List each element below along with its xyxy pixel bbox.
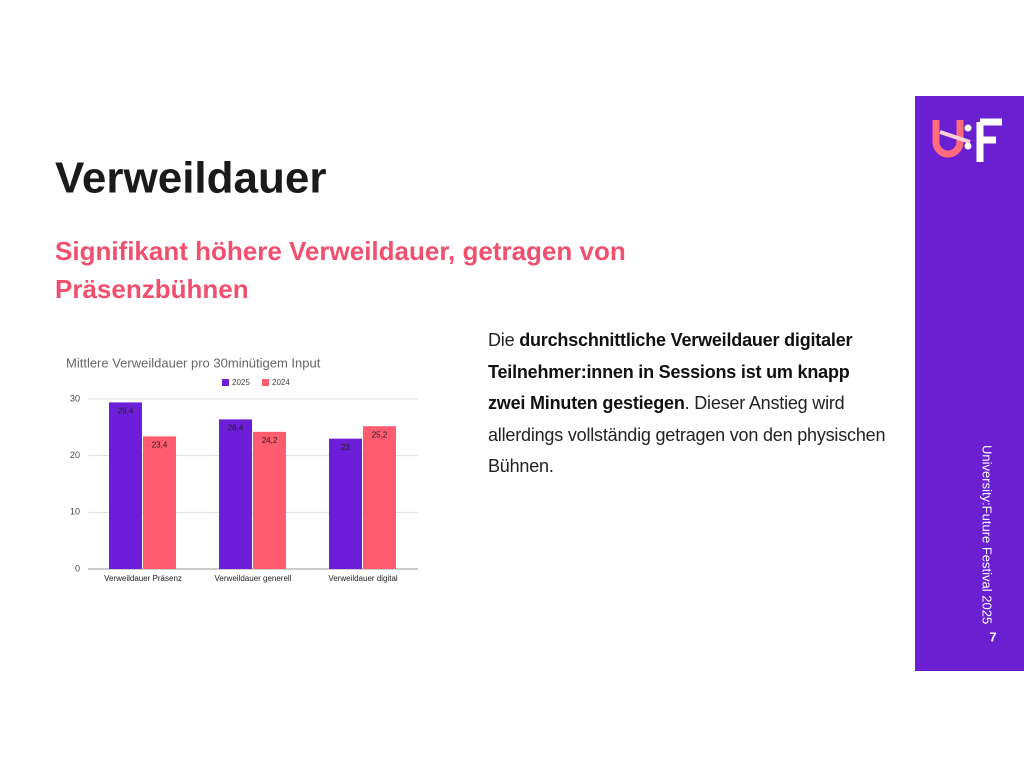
bar bbox=[219, 419, 252, 569]
slide-title: Verweildauer bbox=[55, 154, 326, 203]
bar bbox=[109, 402, 142, 569]
value-label: 23 bbox=[341, 443, 350, 452]
sidebar bbox=[915, 96, 1024, 671]
chart: 0 10 20 30 2025 2024 Verweildauer Präsenz 29,4 2… bbox=[70, 378, 418, 583]
bar bbox=[253, 431, 286, 569]
x-tick-label: Verweildauer Präsenz bbox=[104, 574, 182, 583]
logo bbox=[932, 118, 1002, 162]
body-text: Die durchschnittliche Verweildauer digit… bbox=[488, 325, 888, 483]
x-tick-label: Verweildauer generell bbox=[215, 574, 292, 583]
body-segment: Die bbox=[488, 330, 520, 350]
legend-label: 2025 bbox=[232, 378, 250, 387]
value-label: 24,2 bbox=[262, 436, 278, 445]
value-label: 23,4 bbox=[152, 441, 168, 450]
value-label: 25,2 bbox=[372, 430, 388, 439]
footer: University:Future Festival 2025 bbox=[980, 445, 995, 624]
page-number: 7 bbox=[989, 629, 996, 644]
legend-label: 2024 bbox=[272, 378, 290, 387]
body-bold: durchschnittliche Verweildauer digitaler… bbox=[488, 330, 853, 413]
y-tick-label: 20 bbox=[70, 450, 80, 460]
bar bbox=[363, 426, 396, 569]
bar bbox=[329, 438, 362, 569]
y-tick-label: 0 bbox=[75, 563, 80, 573]
legend-swatch bbox=[262, 379, 269, 386]
bar bbox=[143, 436, 176, 569]
value-label: 26,4 bbox=[228, 424, 244, 433]
subtitle: Präsenzbühnen bbox=[55, 274, 249, 304]
body-segment: . Dieser Anstieg wird allerdings vollstä… bbox=[488, 393, 886, 476]
legend-swatch bbox=[222, 379, 229, 386]
subtitle: Signifikant höhere Verweildauer, getrage… bbox=[55, 236, 626, 266]
x-tick-label: Verweildauer digital bbox=[328, 574, 398, 583]
chart-title: Mittlere Verweildauer pro 30minütigem In… bbox=[66, 355, 321, 370]
y-tick-label: 30 bbox=[70, 393, 80, 403]
value-label: 29,4 bbox=[118, 407, 134, 416]
y-tick-label: 10 bbox=[70, 507, 80, 517]
